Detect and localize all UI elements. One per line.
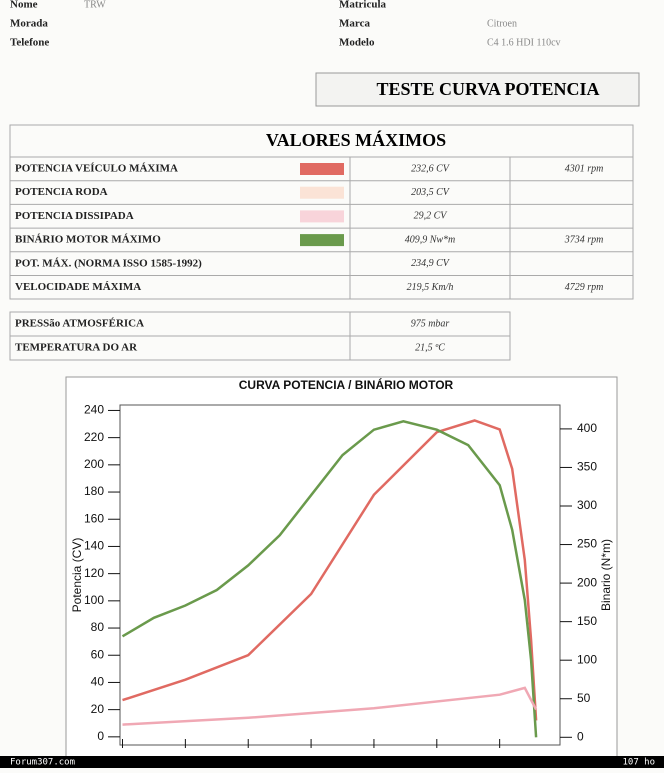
y2-tick-label: 200 <box>577 575 597 589</box>
row-label: BINÁRIO MOTOR MÁXIMO <box>15 234 161 246</box>
y-tick-label: 20 <box>91 702 105 716</box>
row-label: PRESSão ATMOSFÉRICA <box>15 318 144 330</box>
row-value: 203,5 CV <box>411 187 451 198</box>
y2-tick-label: 50 <box>577 691 591 705</box>
y-tick-label: 220 <box>84 430 104 444</box>
chart-title: CURVA POTENCIA / BINÁRIO MOTOR <box>239 377 454 392</box>
row-label: POTENCIA VEÍCULO MÁXIMA <box>15 163 178 175</box>
field-label: Nome <box>10 0 38 11</box>
color-swatch <box>300 210 344 223</box>
row-value: 234,9 CV <box>411 258 451 269</box>
field-value: C4 1.6 HDI 110cv <box>487 37 561 48</box>
y-tick-label: 100 <box>84 593 104 607</box>
row-label: VELOCIDADE MÁXIMA <box>15 281 141 293</box>
row-label: POTENCIA DISSIPADA <box>15 210 134 222</box>
field-label: Marca <box>339 18 370 30</box>
row-label: TEMPERATURA DO AR <box>15 342 138 354</box>
y2-tick-label: 350 <box>577 460 597 474</box>
y-tick-label: 160 <box>84 511 104 525</box>
series-line <box>121 420 538 738</box>
field-label: Matricula <box>339 0 387 11</box>
row-rpm: 4729 rpm <box>565 282 604 293</box>
y-tick-label: 180 <box>84 484 104 498</box>
y2-tick-label: 150 <box>577 614 597 628</box>
field-value: Citroen <box>487 18 517 29</box>
series-line <box>122 686 538 726</box>
footer-bar <box>0 756 664 768</box>
row-value: 29,2 CV <box>414 211 449 222</box>
field-label: Morada <box>10 18 48 30</box>
row-value: 232,6 CV <box>411 163 451 174</box>
y-tick-label: 80 <box>91 620 105 634</box>
y-tick-label: 240 <box>84 403 104 417</box>
y-tick-label: 200 <box>84 457 104 471</box>
footer-left: Forum307.com <box>10 758 75 768</box>
y-tick-label: 60 <box>91 647 105 661</box>
y-tick-label: 140 <box>84 539 104 553</box>
color-swatch <box>300 186 344 199</box>
page-title: TESTE CURVA POTENCIA <box>376 79 599 99</box>
series-line <box>122 419 538 721</box>
y-tick-label: 0 <box>97 729 104 743</box>
row-rpm: 3734 rpm <box>564 234 604 245</box>
row-value: 21,5 ºC <box>415 342 445 353</box>
field-label: Modelo <box>339 37 375 49</box>
y2-tick-label: 0 <box>577 729 584 743</box>
color-swatch <box>300 234 344 247</box>
y-axis-label: Potencia (CV) <box>70 538 84 613</box>
table-title: VALORES MÁXIMOS <box>266 129 446 150</box>
footer-right: 107 ho <box>622 758 655 768</box>
y2-tick-label: 100 <box>577 652 597 666</box>
plot-area <box>119 404 561 746</box>
field-label: Telefone <box>10 37 49 49</box>
row-value: 975 mbar <box>411 318 450 329</box>
y2-tick-label: 250 <box>577 537 597 551</box>
row-label: POTENCIA RODA <box>15 186 108 198</box>
y-tick-label: 40 <box>91 675 105 689</box>
title-box <box>315 72 640 107</box>
row-rpm: 4301 rpm <box>565 163 604 174</box>
y2-axis-label: Binario (N*m) <box>599 539 613 611</box>
max-table <box>9 124 634 300</box>
field-value: TRW <box>84 0 106 10</box>
row-value: 409,9 Nw*m <box>405 234 456 245</box>
y2-tick-label: 400 <box>577 421 597 435</box>
y2-tick-label: 300 <box>577 498 597 512</box>
y-tick-label: 120 <box>84 566 104 580</box>
row-value: 219,5 Km/h <box>407 282 454 293</box>
row-label: POT. MÁX. (NORMA ISSO 1585-1992) <box>15 257 202 269</box>
color-swatch <box>300 163 344 175</box>
